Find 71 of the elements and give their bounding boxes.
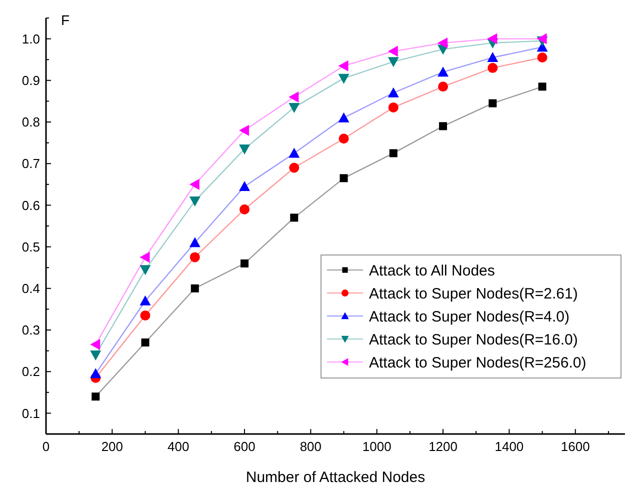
- y-tick-label: 0.7: [22, 156, 40, 172]
- point: [488, 62, 498, 73]
- legend-label: Attack to Super Nodes(R=2.61): [369, 285, 578, 302]
- y-tick-label: 1.0: [22, 31, 40, 46]
- y-tick-label: 0.2: [22, 364, 40, 380]
- y-tick-label: 0.1: [22, 406, 40, 421]
- point: [538, 82, 546, 91]
- point: [488, 99, 497, 108]
- point: [90, 339, 100, 350]
- point: [438, 66, 449, 77]
- point: [189, 237, 200, 248]
- x-tick-label: 1400: [494, 439, 524, 454]
- point: [487, 33, 498, 44]
- x-tick-label: 200: [101, 439, 124, 454]
- point: [439, 122, 448, 130]
- point: [240, 204, 250, 214]
- point: [340, 174, 348, 182]
- point: [90, 350, 102, 360]
- point: [338, 60, 348, 72]
- legend-label: Attack to Super Nodes(R=4.0): [369, 308, 570, 326]
- point: [338, 74, 350, 84]
- x-tick-label: 800: [300, 439, 322, 454]
- legend-label: Attack to Super Nodes(R=16.0): [369, 331, 578, 348]
- point: [240, 259, 249, 268]
- point: [189, 178, 200, 190]
- point: [239, 124, 250, 136]
- x-tick-label: 1000: [362, 439, 392, 454]
- point: [140, 310, 150, 320]
- x-axis-title: Number of Attacked Nodes: [246, 469, 426, 486]
- x-tick-label: 600: [234, 439, 256, 454]
- point: [438, 82, 448, 92]
- x-tick-label: 400: [167, 439, 190, 454]
- x-tick-label: 0: [42, 439, 50, 454]
- point: [190, 252, 200, 262]
- point: [90, 368, 102, 378]
- point: [338, 134, 349, 144]
- point: [388, 102, 398, 112]
- point: [289, 162, 300, 173]
- point: [141, 338, 150, 346]
- y-tick-label: 0.9: [22, 72, 40, 88]
- point: [92, 392, 100, 401]
- y-tick-label: 0.8: [22, 114, 40, 130]
- point: [189, 196, 200, 207]
- point: [536, 33, 547, 44]
- point: [389, 149, 398, 158]
- point: [388, 87, 399, 98]
- point: [239, 180, 250, 191]
- point: [388, 57, 399, 68]
- point: [140, 252, 150, 263]
- point: [288, 102, 300, 113]
- legend-label: Attack to All Nodes: [369, 262, 495, 280]
- point: [190, 284, 199, 292]
- legend-label: Attack to Super Nodes(R=256.0): [369, 354, 586, 372]
- y-axis-title: F: [61, 12, 70, 28]
- point: [487, 52, 498, 62]
- point: [239, 144, 250, 155]
- point: [140, 295, 151, 306]
- point: [288, 92, 299, 103]
- point: [140, 265, 151, 276]
- point: [388, 46, 398, 57]
- point: [338, 112, 350, 122]
- point: [290, 214, 298, 222]
- x-tick-label: 1200: [428, 439, 458, 454]
- y-tick-label: 0.6: [22, 198, 40, 213]
- x-tick-label: 1600: [560, 439, 590, 454]
- point: [438, 37, 448, 48]
- y-tick-label: 0.5: [22, 239, 40, 254]
- y-tick-label: 0.3: [22, 322, 40, 338]
- y-tick-label: 0.4: [22, 280, 40, 296]
- point: [537, 52, 548, 63]
- point: [288, 148, 300, 158]
